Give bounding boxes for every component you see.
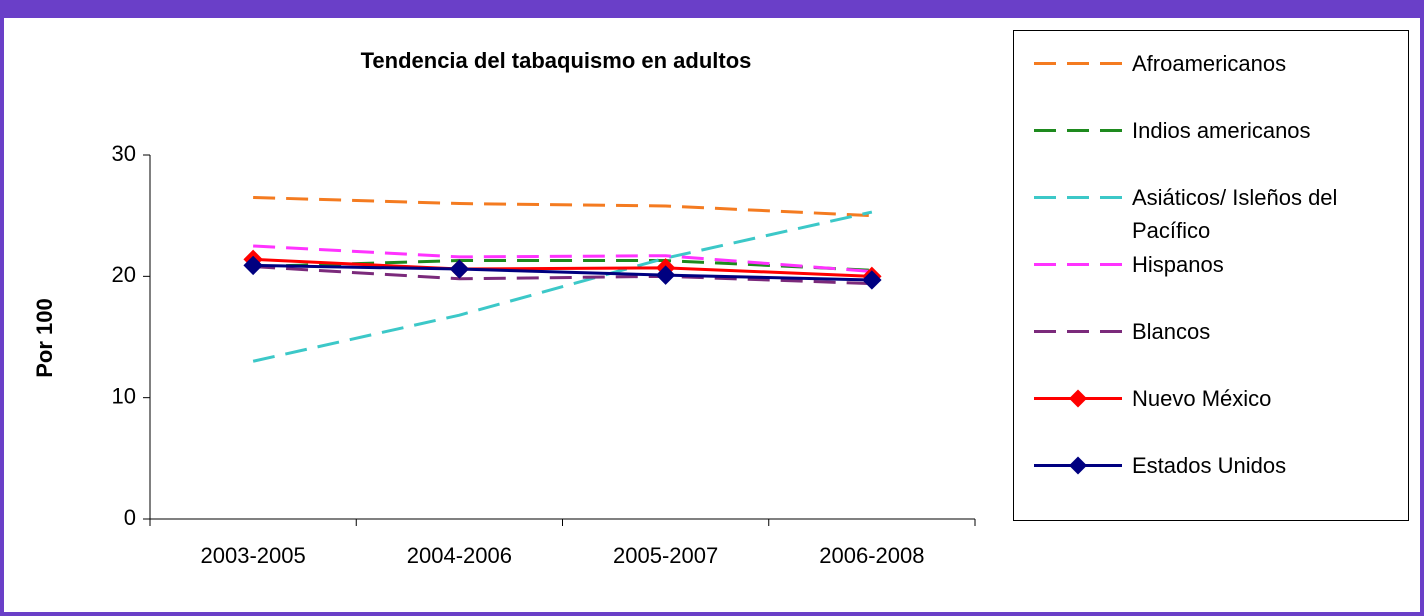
marker xyxy=(862,270,882,290)
series-line xyxy=(253,263,872,282)
legend-marker xyxy=(1069,389,1087,408)
series-line xyxy=(252,210,873,363)
marker xyxy=(243,255,263,276)
y-tick-label: 20 xyxy=(112,262,136,287)
y-tick-label: 30 xyxy=(112,141,136,166)
legend-swatch xyxy=(1034,129,1122,132)
legend-swatch xyxy=(1034,196,1122,199)
x-tick-label: 2004-2006 xyxy=(407,543,512,568)
legend-label: Blancos xyxy=(1132,319,1211,344)
marker xyxy=(449,259,470,279)
y-tick-label: 0 xyxy=(124,505,136,530)
legend-label: Indios americanos xyxy=(1132,118,1311,143)
legend-swatch xyxy=(1034,263,1122,266)
legend-swatch xyxy=(1034,456,1122,475)
marker xyxy=(655,265,676,285)
y-tick-label: 10 xyxy=(112,383,136,408)
series-line xyxy=(253,257,872,278)
x-tick-label: 2003-2005 xyxy=(201,543,306,568)
legend-label: Estados Unidos xyxy=(1132,453,1287,478)
legend-label: Nuevo México xyxy=(1132,386,1272,411)
legend-label: Hispanos xyxy=(1132,252,1224,277)
series-line xyxy=(253,265,872,286)
legend-swatch xyxy=(1034,330,1122,333)
chart-title: Tendencia del tabaquismo en adultos xyxy=(361,48,752,73)
series-line xyxy=(253,195,872,218)
legend: Afroamericanos Indios americanos Asiáticos… xyxy=(1013,30,1409,521)
series-line xyxy=(253,244,872,273)
legend-marker xyxy=(1069,456,1087,475)
y-axis-label: Por 100 xyxy=(32,298,57,378)
legend-label: Asiáticos/ Isleños del Pacífico xyxy=(1132,185,1338,243)
legend-label: Afroamericanos xyxy=(1132,51,1287,76)
x-tick-label: 2006-2008 xyxy=(819,543,924,568)
legend-swatch xyxy=(1034,389,1122,408)
legend-swatch xyxy=(1034,62,1122,65)
x-tick-label: 2005-2007 xyxy=(613,543,718,568)
